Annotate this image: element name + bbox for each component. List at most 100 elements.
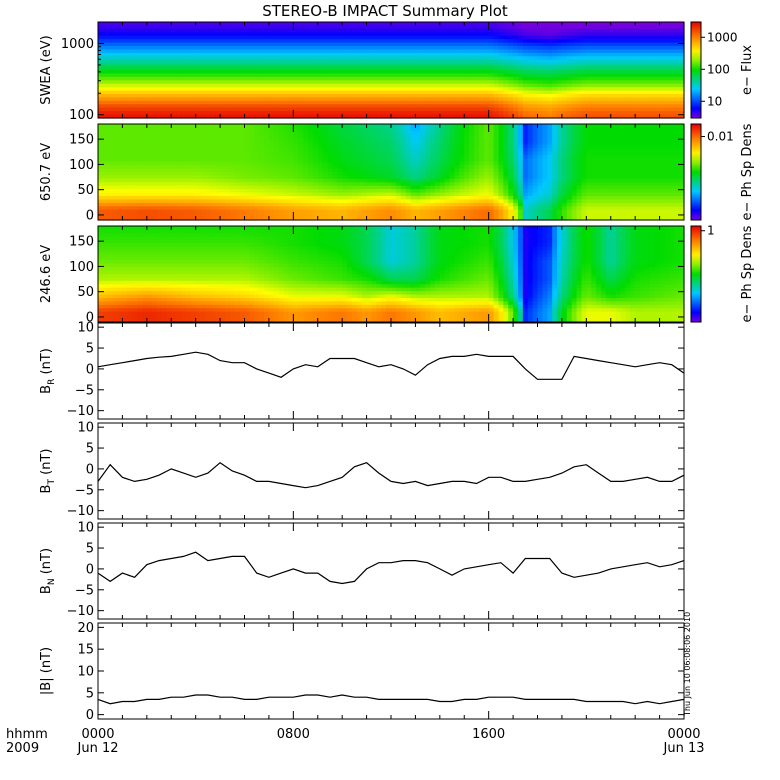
heatmap-cell — [488, 134, 495, 139]
heatmap-cell — [625, 76, 631, 81]
heatmap-cell — [288, 148, 294, 153]
heatmap-cell — [600, 59, 607, 64]
heatmap-cell — [522, 154, 529, 159]
heatmap-cell — [151, 151, 158, 156]
heatmap-cell — [454, 114, 460, 119]
heatmap-cell — [117, 66, 124, 71]
heatmap-cell — [483, 56, 490, 61]
heatmap-cell — [205, 73, 211, 78]
heatmap-cell — [561, 46, 568, 51]
heatmap-cell — [561, 63, 568, 68]
heatmap-cell — [498, 100, 504, 105]
heatmap-cell — [293, 56, 299, 61]
heatmap-cell — [107, 97, 114, 102]
heatmap-cell — [156, 107, 163, 112]
heatmap-cell — [351, 114, 358, 119]
heatmap-cell — [347, 94, 353, 99]
heatmap-cell — [493, 80, 500, 85]
heatmap-cell — [459, 39, 465, 44]
heatmap-cell — [185, 63, 192, 68]
heatmap-cell — [508, 107, 514, 112]
heatmap-cell — [493, 52, 500, 57]
heatmap-cell — [527, 90, 534, 95]
heatmap-cell — [586, 39, 592, 44]
heatmap-cell — [571, 151, 578, 156]
heatmap-cell — [268, 154, 275, 159]
heatmap-cell — [303, 90, 309, 95]
heatmap-cell — [488, 127, 495, 132]
heatmap-cell — [356, 87, 363, 92]
heatmap-cell — [361, 42, 368, 47]
heatmap-cell — [654, 42, 661, 47]
heatmap-cell — [298, 141, 304, 146]
heatmap-cell — [254, 46, 260, 51]
heatmap-cell — [332, 52, 338, 57]
heatmap-cell — [107, 127, 114, 132]
heatmap-cell — [586, 56, 592, 61]
heatmap-cell — [195, 35, 202, 40]
heatmap-cell — [278, 137, 285, 142]
heatmap-cell — [273, 127, 280, 132]
heatmap-cell — [293, 158, 299, 163]
heatmap-cell — [210, 107, 216, 112]
heatmap-cell — [581, 63, 587, 68]
heatmap-cell — [649, 114, 656, 119]
heatmap-cell — [283, 148, 290, 153]
heatmap-cell — [366, 165, 373, 170]
heatmap-cell — [239, 39, 246, 44]
heatmap-cell — [268, 114, 275, 119]
heatmap-cell — [581, 25, 587, 30]
heatmap-cell — [464, 56, 470, 61]
heatmap-cell — [176, 32, 182, 37]
heatmap-cell — [98, 107, 104, 112]
heatmap-cell — [649, 22, 656, 27]
heatmap-cell — [459, 154, 465, 159]
heatmap-cell — [317, 94, 324, 99]
heatmap-cell — [371, 141, 377, 146]
heatmap-cell — [278, 87, 285, 92]
heatmap-cell — [171, 25, 177, 30]
heatmap-cell — [493, 35, 500, 40]
heatmap-cell — [610, 124, 617, 129]
heatmap-cell — [542, 35, 548, 40]
heatmap-cell — [517, 35, 524, 40]
heatmap-cell — [493, 70, 500, 75]
heatmap-cell — [190, 151, 197, 156]
heatmap-cell — [337, 114, 343, 119]
heatmap-cell — [322, 70, 329, 75]
heatmap-cell — [561, 94, 568, 99]
heatmap-cell — [371, 59, 377, 64]
heatmap-cell — [405, 111, 412, 116]
heatmap-cell — [400, 32, 407, 37]
heatmap-cell — [224, 124, 231, 129]
heatmap-cell — [371, 66, 377, 71]
heatmap-cell — [420, 70, 426, 75]
heatmap-cell — [503, 144, 509, 149]
heatmap-cell — [181, 32, 187, 37]
heatmap-cell — [151, 141, 158, 146]
heatmap-cell — [571, 52, 578, 57]
heatmap-cell — [420, 111, 426, 116]
heatmap-cell — [386, 49, 392, 54]
heatmap-cell — [649, 63, 656, 68]
heatmap-cell — [430, 46, 436, 51]
heatmap-cell — [224, 73, 231, 78]
heatmap-cell — [600, 39, 607, 44]
heatmap-cell — [395, 141, 402, 146]
heatmap-cell — [483, 63, 490, 68]
heatmap-cell — [137, 100, 143, 105]
heatmap-cell — [474, 104, 480, 109]
heatmap-cell — [366, 39, 373, 44]
heatmap-cell — [127, 35, 133, 40]
heatmap-cell — [146, 70, 153, 75]
heatmap-cell — [171, 130, 177, 135]
heatmap-cell — [600, 111, 607, 116]
heatmap-cell — [137, 35, 143, 40]
heatmap-cell — [420, 130, 426, 135]
heatmap-cell — [434, 127, 441, 132]
heatmap-cell — [532, 130, 539, 135]
heatmap-cell — [332, 100, 338, 105]
heatmap-cell — [581, 80, 587, 85]
heatmap-cell — [654, 94, 661, 99]
